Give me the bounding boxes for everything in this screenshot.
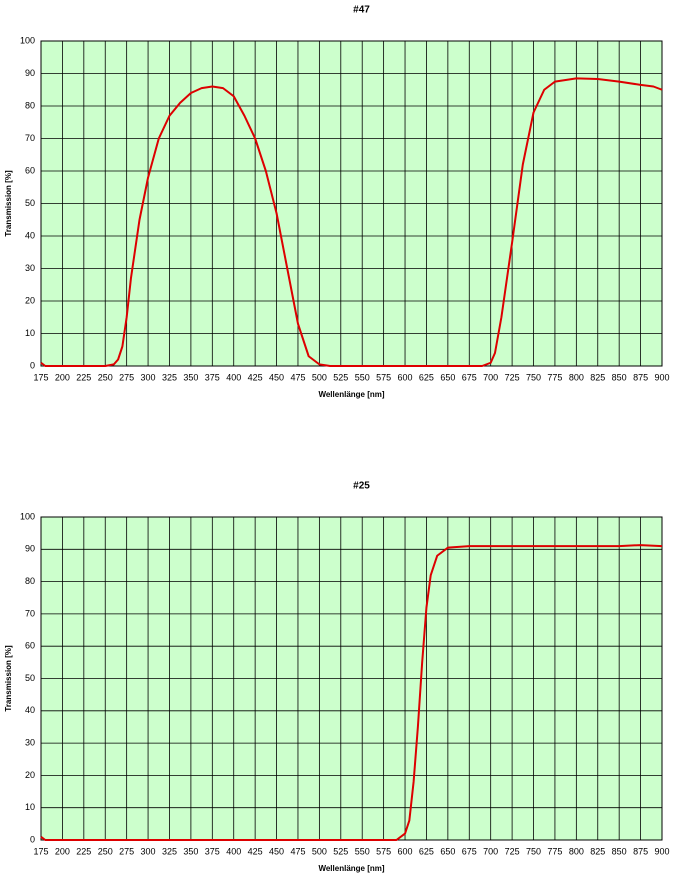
x-tick-label: 525 <box>333 846 348 856</box>
y-tick-label: 10 <box>25 328 35 338</box>
x-tick-label: 750 <box>526 372 541 382</box>
y-tick-label: 90 <box>25 544 35 554</box>
chart-title: #25 <box>353 481 370 492</box>
x-tick-label: 475 <box>290 372 305 382</box>
y-tick-label: 20 <box>25 770 35 780</box>
x-tick-label: 350 <box>183 372 198 382</box>
x-axis-title: Wellenlänge [nm] <box>318 864 384 873</box>
y-tick-label: 100 <box>20 35 35 45</box>
x-tick-label: 250 <box>98 846 113 856</box>
y-axis-title: Transmission [%] <box>4 170 13 237</box>
x-tick-label: 350 <box>183 846 198 856</box>
x-tick-label: 700 <box>483 846 498 856</box>
y-tick-label: 30 <box>25 737 35 747</box>
x-tick-label: 775 <box>547 372 562 382</box>
y-tick-label: 50 <box>25 673 35 683</box>
x-tick-label: 500 <box>312 372 327 382</box>
x-tick-label: 375 <box>205 846 220 856</box>
x-tick-label: 500 <box>312 846 327 856</box>
x-tick-label: 800 <box>569 372 584 382</box>
data-line <box>40 77 663 367</box>
x-tick-label: 400 <box>226 846 241 856</box>
x-tick-label: 825 <box>590 372 605 382</box>
x-tick-label: 850 <box>612 846 627 856</box>
y-tick-label: 40 <box>25 230 35 240</box>
y-tick-label: 60 <box>25 165 35 175</box>
x-tick-label: 325 <box>162 846 177 856</box>
y-tick-label: 10 <box>25 802 35 812</box>
x-tick-label: 825 <box>590 846 605 856</box>
y-tick-label: 100 <box>20 511 35 521</box>
x-tick-label: 575 <box>376 846 391 856</box>
x-tick-label: 625 <box>419 372 434 382</box>
x-tick-label: 625 <box>419 846 434 856</box>
y-tick-label: 30 <box>25 263 35 273</box>
chart-title: #47 <box>353 5 370 16</box>
x-tick-label: 700 <box>483 372 498 382</box>
x-tick-label: 650 <box>440 372 455 382</box>
y-tick-label: 90 <box>25 68 35 78</box>
x-tick-label: 600 <box>398 846 413 856</box>
x-tick-label: 275 <box>119 372 134 382</box>
data-line <box>40 544 663 841</box>
x-tick-label: 250 <box>98 372 113 382</box>
x-tick-label: 300 <box>141 846 156 856</box>
x-tick-label: 675 <box>462 846 477 856</box>
x-tick-label: 900 <box>654 846 669 856</box>
x-tick-label: 450 <box>269 372 284 382</box>
x-tick-label: 275 <box>119 846 134 856</box>
y-tick-label: 80 <box>25 100 35 110</box>
y-axis-title: Transmission [%] <box>4 645 13 712</box>
x-tick-label: 375 <box>205 372 220 382</box>
x-tick-label: 225 <box>76 372 91 382</box>
x-tick-label: 575 <box>376 372 391 382</box>
x-tick-label: 525 <box>333 372 348 382</box>
x-tick-label: 400 <box>226 372 241 382</box>
y-tick-label: 50 <box>25 198 35 208</box>
x-tick-label: 325 <box>162 372 177 382</box>
x-tick-label: 775 <box>547 846 562 856</box>
x-tick-label: 600 <box>398 372 413 382</box>
x-tick-label: 200 <box>55 372 70 382</box>
x-tick-label: 875 <box>633 846 648 856</box>
x-tick-label: 450 <box>269 846 284 856</box>
y-tick-label: 70 <box>25 133 35 143</box>
x-tick-label: 550 <box>355 846 370 856</box>
x-tick-label: 425 <box>248 846 263 856</box>
x-tick-label: 850 <box>612 372 627 382</box>
x-tick-label: 725 <box>505 372 520 382</box>
x-tick-label: 200 <box>55 846 70 856</box>
y-tick-label: 60 <box>25 641 35 651</box>
x-tick-label: 650 <box>440 846 455 856</box>
x-tick-label: 550 <box>355 372 370 382</box>
x-tick-label: 800 <box>569 846 584 856</box>
x-tick-label: 475 <box>290 846 305 856</box>
y-tick-label: 0 <box>30 834 35 844</box>
x-axis-title: Wellenlänge [nm] <box>318 390 384 399</box>
y-tick-label: 70 <box>25 608 35 618</box>
x-tick-label: 300 <box>141 372 156 382</box>
y-tick-label: 40 <box>25 705 35 715</box>
y-tick-label: 80 <box>25 576 35 586</box>
y-tick-label: 20 <box>25 295 35 305</box>
x-tick-label: 175 <box>33 846 48 856</box>
x-tick-label: 725 <box>505 846 520 856</box>
x-tick-label: 675 <box>462 372 477 382</box>
x-tick-label: 225 <box>76 846 91 856</box>
x-tick-label: 900 <box>654 372 669 382</box>
y-tick-label: 0 <box>30 360 35 370</box>
x-tick-label: 750 <box>526 846 541 856</box>
x-tick-label: 425 <box>248 372 263 382</box>
x-tick-label: 175 <box>33 372 48 382</box>
x-tick-label: 875 <box>633 372 648 382</box>
